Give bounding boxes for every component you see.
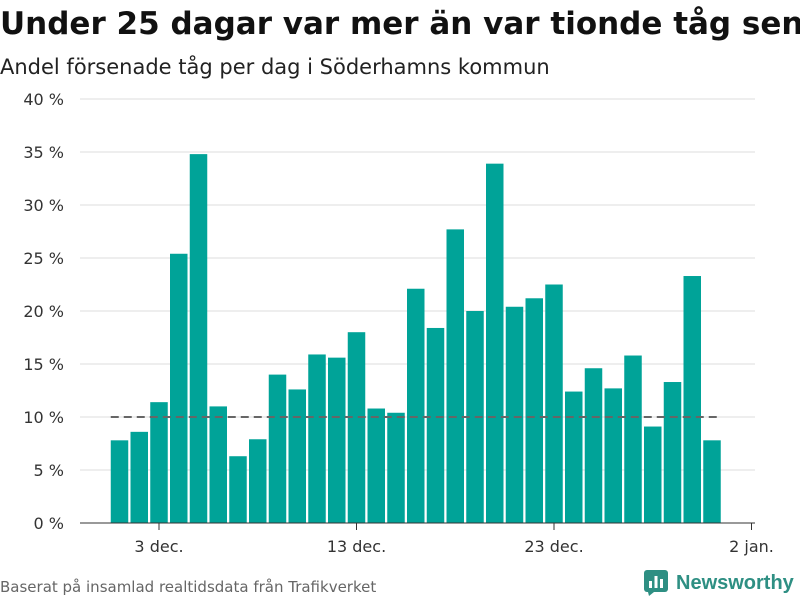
y-tick-label: 0 % <box>34 514 64 533</box>
brand-name: Newsworthy <box>676 571 794 594</box>
bar <box>328 357 346 523</box>
bar <box>407 288 425 523</box>
bar <box>209 406 227 523</box>
y-axis-labels: 0 % 5 % 10 % 15 % 20 % 25 % 30 % 35 % 40 % <box>23 90 64 533</box>
y-tick-label: 15 % <box>23 355 64 374</box>
bar <box>663 382 682 523</box>
y-tick-label: 5 % <box>34 461 64 480</box>
bar <box>150 402 168 523</box>
bar <box>170 253 188 523</box>
bar <box>584 368 603 523</box>
bar <box>110 440 129 523</box>
bar <box>387 412 405 523</box>
bar <box>249 439 267 523</box>
bar <box>446 229 464 523</box>
bar-chart-logo-icon <box>644 570 668 596</box>
bars <box>110 154 721 523</box>
source-note: Baserat på insamlad realtidsdata från Tr… <box>0 578 377 596</box>
bar <box>644 426 662 523</box>
y-tick-label: 35 % <box>23 143 64 162</box>
bar <box>288 389 306 523</box>
bar <box>229 456 247 523</box>
x-tick-label: 13 dec. <box>327 537 386 556</box>
y-tick-label: 10 % <box>23 408 64 427</box>
x-tick-label: 23 dec. <box>524 537 583 556</box>
bar <box>565 391 583 523</box>
y-tick-label: 20 % <box>23 302 64 321</box>
bar <box>308 354 326 523</box>
bar <box>367 408 385 523</box>
y-tick-label: 40 % <box>23 90 64 109</box>
x-tick-label: 3 dec. <box>134 537 183 556</box>
bar <box>604 388 622 523</box>
y-tick-label: 30 % <box>23 196 64 215</box>
x-tick-label: 2 jan. <box>729 537 774 556</box>
bar <box>683 276 701 523</box>
chart-title: Under 25 dagar var mer än var tionde tåg… <box>0 6 800 42</box>
x-axis: 3 dec. 13 dec. 23 dec. 2 jan. <box>80 522 774 556</box>
bar <box>545 284 563 523</box>
bar <box>268 374 287 523</box>
bar <box>130 431 148 523</box>
bar <box>426 327 445 523</box>
bar <box>189 154 208 523</box>
bar <box>505 306 524 523</box>
bar <box>703 440 721 523</box>
bar <box>525 298 543 523</box>
chart-subtitle: Andel försenade tåg per dag i Söderhamns… <box>0 55 550 79</box>
bar <box>624 355 642 523</box>
bar <box>347 332 366 523</box>
bar <box>486 163 504 523</box>
brand-logo: Newsworthy <box>644 569 794 597</box>
y-tick-label: 25 % <box>23 249 64 268</box>
